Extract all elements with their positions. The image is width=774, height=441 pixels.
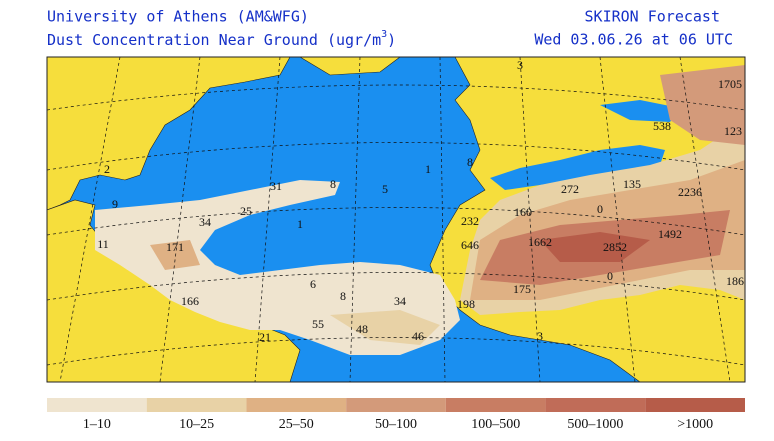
dust-area xyxy=(660,65,745,145)
map-label: 171 xyxy=(166,240,184,254)
legend-swatch xyxy=(645,398,745,412)
map xyxy=(46,56,746,383)
map-label: 175 xyxy=(513,282,531,296)
map-label: 198 xyxy=(457,297,475,311)
map-label: 8 xyxy=(467,155,473,169)
legend-swatch xyxy=(346,398,446,412)
map-label: 160 xyxy=(514,205,532,219)
map-label: 31 xyxy=(270,179,282,193)
legend-swatch xyxy=(246,398,347,412)
map-label: 1662 xyxy=(528,235,552,249)
map-label: 2236 xyxy=(678,185,702,199)
legend-label: 25–50 xyxy=(279,417,314,432)
map-label: 34 xyxy=(394,294,406,308)
legend-label: 500–1000 xyxy=(567,417,623,432)
map-label: 25 xyxy=(240,204,252,218)
legend-label: 1–10 xyxy=(83,417,111,432)
legend: 1–10 10–25 25–50 50–100 100–500 500–1000 >1000 xyxy=(47,398,745,432)
legend-swatch xyxy=(146,398,247,412)
map-label: 0 xyxy=(597,202,603,216)
dust-area xyxy=(150,240,200,270)
map-label: 8 xyxy=(330,177,336,191)
map-labels: 1705 538 123 3 2 31 8 5 1 8 272 135 2236 9 34 25 1 232 160… xyxy=(97,58,744,344)
dust-area xyxy=(330,310,440,345)
map-label: 2852 xyxy=(603,240,627,254)
map-label: 1 xyxy=(297,217,303,231)
map-label: 9 xyxy=(112,197,118,211)
map-label: 272 xyxy=(561,182,579,196)
forecast: SKIRON Forecast xyxy=(585,8,720,26)
map-label: 3 xyxy=(537,329,543,343)
legend-swatch xyxy=(47,398,147,412)
map-label: 21 xyxy=(259,330,271,344)
title: University of Athens (AM&WFG) xyxy=(47,8,309,26)
legend-label: 100–500 xyxy=(471,417,520,432)
land xyxy=(47,57,291,211)
map-label: 2 xyxy=(104,162,110,176)
legend-swatch xyxy=(445,398,546,412)
legend-label: >1000 xyxy=(677,417,713,432)
subtitle-text: Dust Concentration Near Ground (ugr/m xyxy=(47,31,381,49)
map-label: 538 xyxy=(653,119,671,133)
map-label: 123 xyxy=(724,124,742,138)
map-label: 3 xyxy=(517,58,523,72)
map-label: 186 xyxy=(726,274,744,288)
map-label: 1492 xyxy=(658,227,682,241)
subtitle-end: ) xyxy=(387,31,396,49)
dust-area xyxy=(540,232,650,262)
map-label: 34 xyxy=(199,215,211,229)
legend-label: 10–25 xyxy=(179,417,214,432)
map-label: 11 xyxy=(97,237,109,251)
sea xyxy=(490,145,665,190)
subtitle: Dust Concentration Near Ground (ugr/m3) xyxy=(47,29,396,49)
map-label: 5 xyxy=(382,182,388,196)
map-label: 646 xyxy=(461,238,479,252)
map-label: 0 xyxy=(607,269,613,283)
map-label: 166 xyxy=(181,294,199,308)
map-label: 46 xyxy=(412,329,424,343)
map-label: 6 xyxy=(310,277,316,291)
legend-swatch xyxy=(545,398,646,412)
map-label: 1 xyxy=(425,162,431,176)
map-label: 55 xyxy=(312,317,324,331)
graticule xyxy=(47,57,745,382)
subtitle-sup: 3 xyxy=(381,29,387,40)
sea xyxy=(600,100,680,122)
map-frame xyxy=(46,56,746,383)
date: Wed 03.06.26 at 06 UTC xyxy=(534,31,733,49)
map-label: 232 xyxy=(461,214,479,228)
map-label: 8 xyxy=(340,289,346,303)
dust-area xyxy=(95,180,460,355)
land xyxy=(299,57,401,76)
map-label: 1705 xyxy=(718,77,742,91)
legend-label: 50–100 xyxy=(375,417,417,432)
map-label: 135 xyxy=(623,177,641,191)
map-label: 48 xyxy=(356,322,368,336)
